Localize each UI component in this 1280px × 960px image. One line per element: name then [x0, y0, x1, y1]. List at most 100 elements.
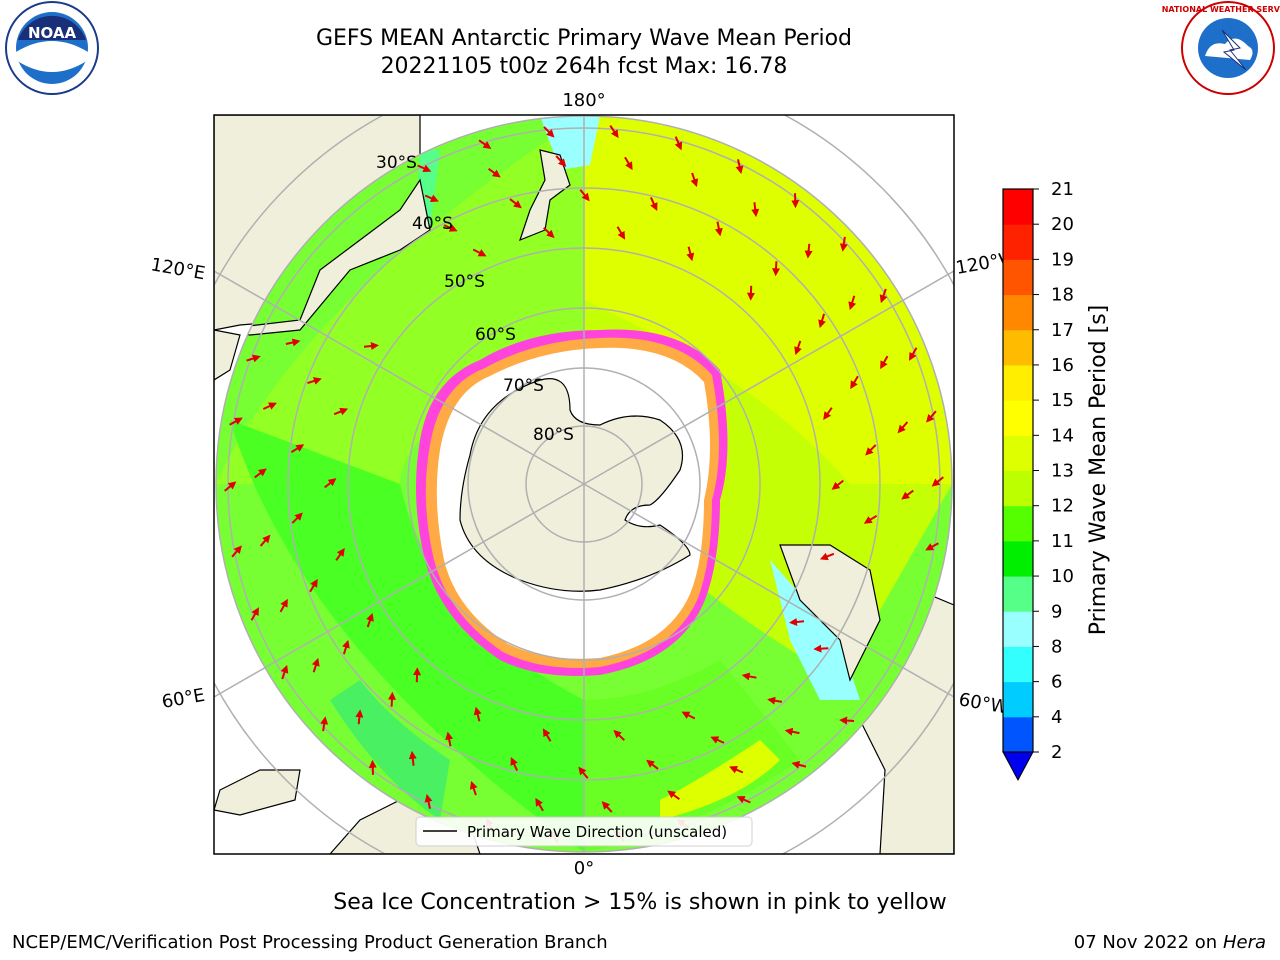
wave-arrow: [925, 542, 939, 551]
lon-label-120e: 120°E: [149, 254, 207, 284]
colorbar-segment: [1003, 259, 1033, 296]
colorbar-tick-label: 13: [1051, 461, 1074, 482]
wave-arrow: [686, 246, 695, 262]
colorbar-tick-label: 16: [1051, 355, 1074, 376]
wave-arrow: [831, 479, 844, 490]
colorbar-segment: [1003, 540, 1033, 577]
map-legend: Primary Wave Direction (unscaled): [415, 816, 753, 847]
colorbar-segment: [1003, 400, 1033, 436]
wave-arrow: [291, 512, 303, 524]
colorbar-tick-label: 9: [1051, 601, 1062, 622]
colorbar-tick-label: 20: [1051, 214, 1074, 235]
wave-arrow: [408, 750, 417, 766]
wave-arrow: [767, 696, 783, 705]
wave-arrow: [472, 248, 487, 257]
colorbar-tick-label: 14: [1051, 425, 1074, 446]
wave-arrow: [342, 639, 350, 655]
wave-arrow: [279, 598, 288, 613]
wave-arrow: [865, 444, 877, 456]
wave-arrow: [443, 224, 458, 232]
wave-direction-arrows: [224, 125, 944, 843]
wave-arrow: [901, 489, 914, 500]
colorbar-tick-label: 12: [1051, 496, 1074, 517]
wave-arrow: [366, 612, 374, 628]
wave-arrow: [791, 761, 807, 769]
colorbar-segment: [1003, 681, 1033, 718]
wave-arrow: [246, 354, 261, 363]
wave-arrow: [311, 657, 320, 673]
lon-label-180: 180°: [562, 90, 605, 111]
wave-arrow: [535, 797, 544, 812]
lon-label-60e: 60°E: [160, 685, 206, 713]
colorbar: 2 4 6 8 9 10 11 12 13 14 15 16 17 18 19 20 21 Primary Wa…: [1002, 179, 1111, 782]
wave-arrow: [646, 759, 659, 770]
colorbar-segment: [1003, 646, 1033, 683]
lat-label-30s: 30°S: [376, 153, 417, 173]
colorbar-tick-label: 8: [1051, 636, 1062, 657]
wave-arrow: [804, 243, 813, 259]
wave-arrow: [229, 417, 243, 426]
wave-arrow: [333, 407, 349, 416]
lat-label-60s: 60°S: [475, 325, 516, 345]
wave-arrow: [543, 126, 555, 138]
wave-arrow: [579, 189, 590, 202]
wave-arrow: [714, 221, 723, 237]
colorbar-tick-label: 10: [1051, 566, 1074, 587]
wave-arrow: [735, 159, 744, 175]
wave-arrow: [879, 288, 888, 304]
wave-arrow: [736, 795, 751, 804]
wave-arrow: [897, 421, 909, 434]
footer-credit: NCEP/EMC/Verification Post Processing Pr…: [12, 932, 608, 953]
wave-arrow: [469, 780, 478, 796]
nws-logo: NATIONAL WEATHER SERVICE: [1162, 1, 1280, 95]
wave-arrow: [819, 552, 835, 561]
colorbar-segment: [1003, 435, 1033, 471]
colorbar-tick-label: 18: [1051, 285, 1074, 306]
lat-label-80s: 80°S: [533, 425, 574, 445]
wave-arrow: [478, 139, 492, 150]
colorbar-segment: [1003, 576, 1033, 612]
colorbar-tick-label: 11: [1051, 531, 1074, 552]
wave-arrow: [488, 167, 501, 178]
wave-arrow: [839, 716, 855, 725]
wave-arrow: [674, 136, 683, 151]
wave-arrow: [818, 313, 826, 329]
colorbar-tick-label: 6: [1051, 672, 1062, 693]
wave-arrow: [772, 261, 781, 277]
wave-arrow: [813, 644, 829, 653]
colorbar-tick-label: 19: [1051, 249, 1074, 270]
wave-arrow: [307, 377, 322, 385]
colorbar-segment: [1003, 329, 1033, 366]
wave-arrow: [578, 766, 589, 779]
colorbar-tick-label: 21: [1051, 179, 1074, 200]
wave-arrow: [280, 664, 289, 680]
wave-arrow: [823, 407, 833, 420]
wave-arrow: [320, 716, 329, 732]
map-panel: Primary Wave Direction (unscaled): [214, 115, 954, 854]
wave-arrow: [231, 545, 242, 558]
colorbar-tick-label: 2: [1051, 742, 1062, 763]
colorbar-segment: [1003, 294, 1033, 331]
colorbar-segment: [1003, 224, 1033, 260]
wave-arrow: [624, 156, 633, 171]
wave-arrow: [309, 578, 318, 593]
wave-arrow: [926, 410, 937, 423]
wave-arrow: [880, 355, 889, 370]
lon-label-60w: 60°W: [957, 689, 1010, 718]
wave-arrow: [848, 295, 857, 311]
wave-arrow: [794, 340, 802, 356]
map-legend-label: Primary Wave Direction (unscaled): [467, 823, 727, 841]
wave-arrow: [262, 402, 277, 410]
colorbar-segment: [1003, 189, 1033, 225]
wave-arrow: [424, 793, 433, 809]
wave-arrow: [931, 476, 944, 487]
wave-arrow: [542, 728, 552, 742]
wave-arrow: [609, 125, 619, 139]
nws-logo-text: NATIONAL WEATHER SERVICE: [1162, 5, 1280, 14]
wave-arrow: [667, 790, 680, 801]
wave-arrow: [254, 468, 267, 479]
lat-labels: 30°S 40°S 50°S 60°S 70°S 80°S: [376, 153, 574, 445]
footer-date: 07 Nov 2022 on Hera: [1074, 932, 1266, 953]
colorbar-segment: [1003, 505, 1033, 542]
